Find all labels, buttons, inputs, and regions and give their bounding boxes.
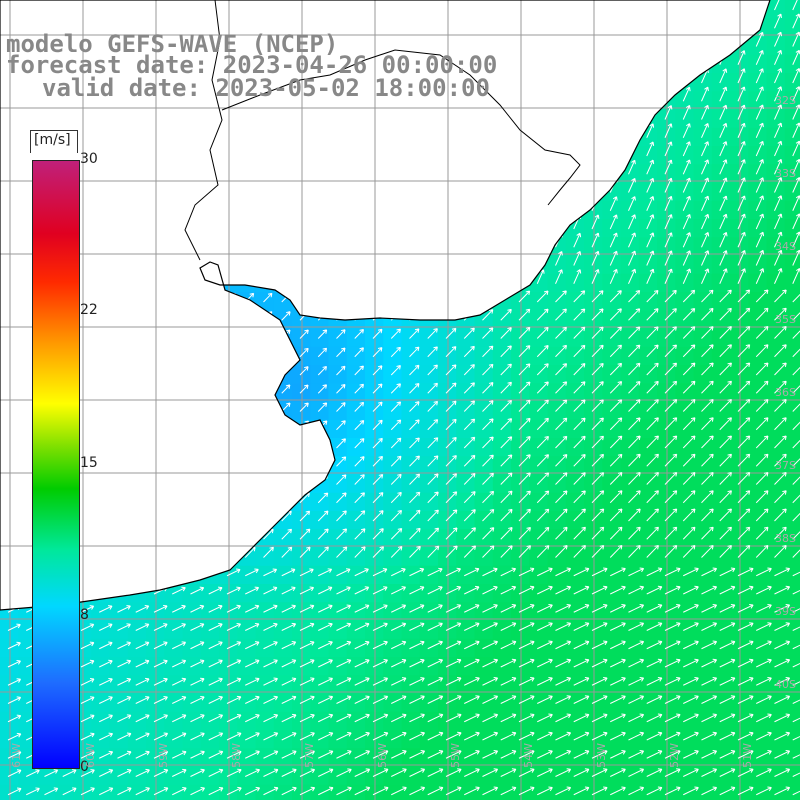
lon-label: 54W <box>522 743 535 768</box>
lat-label: 35S <box>775 313 796 326</box>
lat-label: 32S <box>775 94 796 107</box>
lat-label: 36S <box>775 386 796 399</box>
lat-label: 37S <box>775 459 796 472</box>
colorbar-tick-0: 0 <box>80 759 89 775</box>
land-area <box>0 0 770 610</box>
coastline <box>0 0 771 611</box>
colorbar-tick-30: 30 <box>80 151 98 167</box>
lon-label: 59W <box>157 743 170 768</box>
lon-label: 52W <box>668 743 681 768</box>
colorbar-tick-8: 8 <box>80 607 89 623</box>
lon-label: 56W <box>376 743 389 768</box>
title-valid-date: valid date: 2023-05-02 18:00:00 <box>42 74 490 102</box>
title-forecast-date: forecast date: 2023-04-26 00:00:00 <box>6 51 498 79</box>
lon-label: 55W <box>449 743 462 768</box>
colorbar-tick-15: 15 <box>80 455 98 471</box>
lat-label: 40S <box>775 678 796 691</box>
title-model: modelo GEFS-WAVE (NCEP) <box>6 30 339 58</box>
lat-label: 39S <box>775 605 796 618</box>
lat-label: 34S <box>775 240 796 253</box>
lon-label: 53W <box>595 743 608 768</box>
lon-label: 61W <box>10 743 23 768</box>
lat-label: 38S <box>775 532 796 545</box>
lon-label: 57W <box>303 743 316 768</box>
legend-unit: [m/s] <box>34 132 71 148</box>
country-borders <box>184 0 581 261</box>
colorbar-tick-22: 22 <box>80 302 98 318</box>
lon-label: 60W <box>84 743 97 768</box>
lon-label: 51W <box>741 743 754 768</box>
lon-label: 58W <box>230 743 243 768</box>
lat-label: 33S <box>775 167 796 180</box>
colorbar <box>32 160 80 769</box>
legend-unit-box <box>30 130 78 153</box>
